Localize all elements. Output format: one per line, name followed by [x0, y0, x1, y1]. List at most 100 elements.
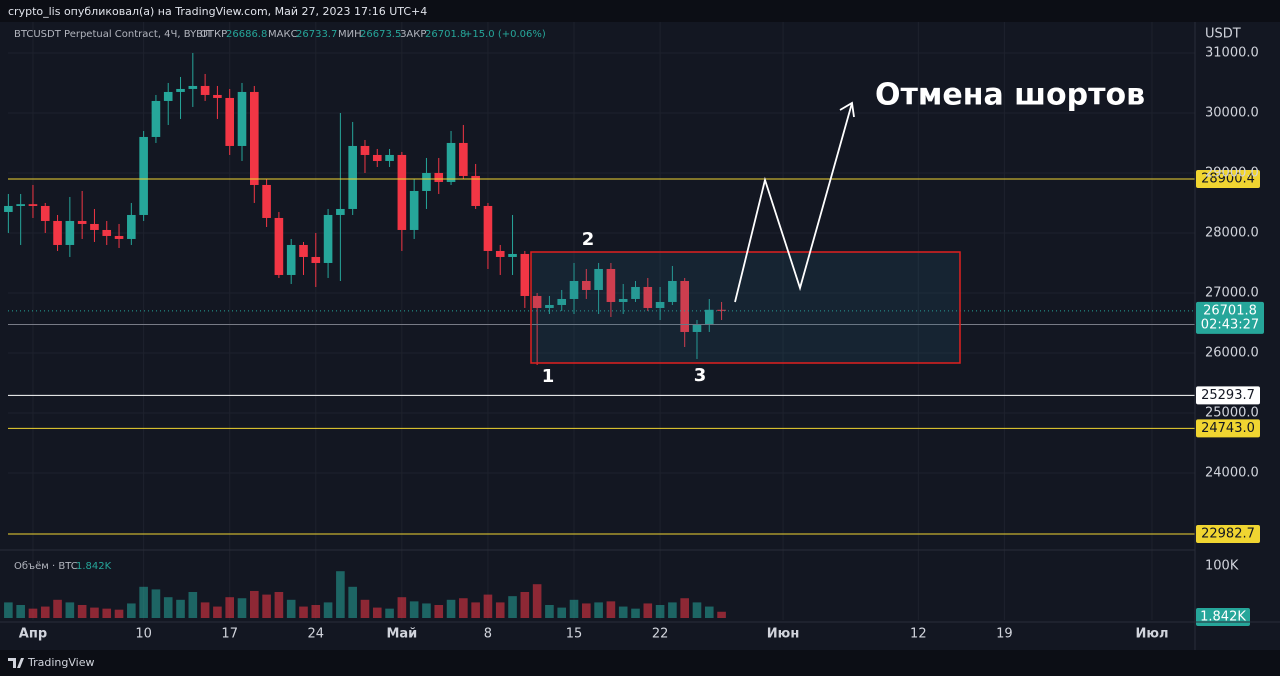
- candle-body: [249, 91, 259, 185]
- x-tick-label: 24: [308, 627, 325, 642]
- candle-body: [618, 298, 628, 302]
- legend-label: МИН: [338, 29, 362, 40]
- y-tick-label: 25000.0: [1205, 405, 1259, 420]
- last-price-label: 26701.8: [1203, 303, 1257, 318]
- volume-bar: [299, 606, 308, 618]
- volume-bar: [323, 602, 333, 618]
- volume-bar: [114, 609, 124, 618]
- volume-bar: [274, 592, 284, 618]
- candle-body: [569, 280, 579, 299]
- x-tick-label: 22: [652, 627, 669, 642]
- candle-body: [286, 244, 296, 275]
- candle-body: [422, 172, 431, 191]
- volume-bar: [336, 571, 345, 618]
- candle-body: [508, 253, 517, 257]
- candle-body: [655, 301, 665, 308]
- volume-bar: [28, 608, 38, 618]
- volume-title: Объём · BTC: [14, 561, 78, 572]
- candle-body: [90, 223, 99, 230]
- candle-body: [102, 229, 112, 236]
- volume-bar: [704, 606, 714, 618]
- candle-body: [163, 91, 173, 101]
- y-tick-label: 26000.0: [1205, 345, 1259, 360]
- candle-body: [372, 154, 382, 161]
- legend-value: 26673.5: [360, 29, 401, 40]
- legend-label: ЗАКР: [400, 29, 426, 40]
- candle-body: [311, 256, 321, 263]
- candle-body: [151, 100, 161, 137]
- candle-body: [65, 220, 75, 245]
- volume-value: 1.842K: [76, 561, 112, 572]
- symbol-title: BTCUSDT Perpetual Contract, 4Ч, BYBIT: [14, 29, 213, 40]
- last-price-badge: [1196, 301, 1264, 334]
- candle-body: [471, 175, 480, 206]
- candle-body: [643, 286, 653, 308]
- x-tick-label: 12: [910, 627, 927, 642]
- candle-body: [385, 154, 394, 161]
- candle-body: [704, 309, 714, 325]
- level-badge: [1196, 419, 1260, 438]
- level-badge: [1196, 525, 1260, 544]
- x-tick-label: Апр: [19, 627, 47, 642]
- candle-body: [483, 205, 493, 251]
- candle-body: [717, 309, 726, 311]
- volume-bar: [40, 606, 50, 618]
- volume-bar: [225, 597, 235, 618]
- annotation: 2: [582, 229, 595, 250]
- x-tick-label: 15: [566, 627, 583, 642]
- volume-bar: [249, 590, 259, 618]
- legend-value: 26701.8: [425, 29, 466, 40]
- candle-body: [188, 85, 198, 89]
- candle-body: [520, 253, 530, 296]
- candle-body: [631, 286, 640, 299]
- volume-bar: [65, 602, 75, 618]
- volume-bar: [151, 589, 161, 618]
- level-label: 28900.4: [1201, 171, 1255, 186]
- header: crypto_lis опубликовал(а) на TradingView…: [8, 5, 427, 18]
- volume-bar: [557, 607, 567, 618]
- candle-body: [200, 85, 210, 95]
- candle-body: [176, 88, 185, 92]
- candle-body: [53, 220, 62, 245]
- logo: [8, 658, 24, 668]
- candle-body: [495, 250, 505, 257]
- legend-value: 26686.8: [226, 29, 267, 40]
- level-label: 22982.7: [1201, 527, 1255, 542]
- grid: [8, 22, 1195, 620]
- header-bar: [0, 0, 1280, 22]
- y-tick-label: 27000.0: [1205, 285, 1259, 300]
- volume-bar: [397, 597, 407, 618]
- candle-body: [16, 204, 25, 206]
- candle-body: [139, 136, 148, 215]
- candle-body: [582, 280, 591, 290]
- volume-bar: [471, 602, 480, 618]
- volume-bar: [545, 605, 554, 618]
- volume-bar: [631, 608, 640, 618]
- candle-body: [606, 268, 616, 302]
- x-tick-label: Июн: [767, 627, 800, 642]
- volume-bar: [213, 606, 222, 618]
- countdown: 02:43:27: [1201, 317, 1259, 332]
- volume-bar: [4, 602, 13, 618]
- legend-label: МАКС: [268, 29, 298, 40]
- volume-bar: [188, 592, 198, 618]
- candle-body: [40, 205, 50, 221]
- volume-tick-label: 100K: [1205, 559, 1239, 574]
- candle-body: [225, 97, 235, 146]
- range-box: [530, 251, 961, 364]
- candle-body: [594, 268, 603, 290]
- candle-body: [446, 142, 456, 182]
- candle-body: [213, 94, 222, 98]
- volume-bar: [668, 602, 677, 618]
- volume-bar: [717, 611, 726, 618]
- x-tick-label: 17: [221, 627, 238, 642]
- footer-bar: [0, 650, 1280, 676]
- candle-body: [274, 217, 284, 275]
- volume-bar: [286, 599, 296, 618]
- volume-bar: [348, 586, 357, 618]
- candle-body: [360, 145, 370, 155]
- volume-bar: [618, 606, 628, 618]
- volume-bar: [680, 598, 689, 618]
- volume-bar: [582, 603, 591, 618]
